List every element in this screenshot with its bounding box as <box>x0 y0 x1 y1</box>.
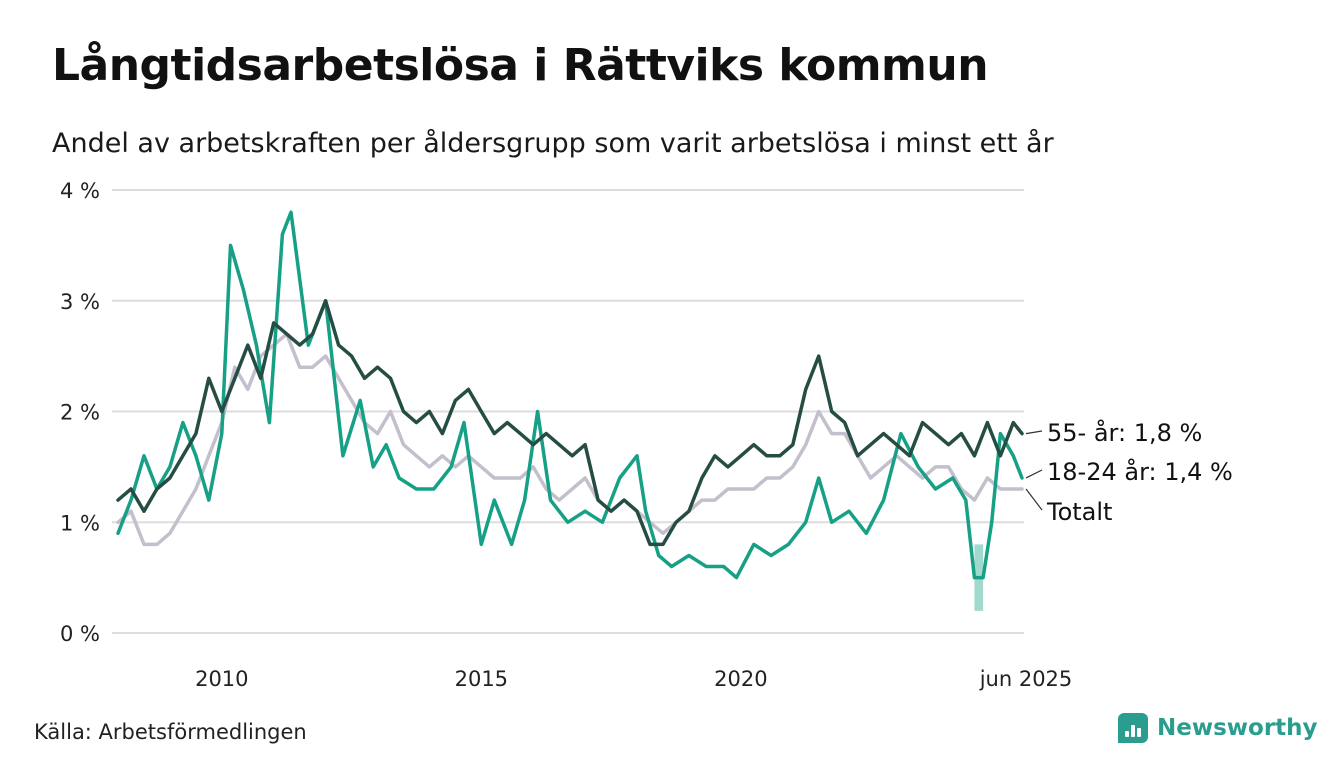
line-chart: 0 % 1 % 2 % 3 % 4 % 2010 2015 2020 jun 2025 Tot… <box>60 179 1233 691</box>
series-end-labels: Totalt 18-24 år: 1,4 % 55- år: 1,8 % <box>1025 418 1233 526</box>
y-axis-labels: 0 % 1 % 2 % 3 % 4 % <box>60 179 100 646</box>
end-label-leader <box>1025 430 1043 435</box>
series-lines <box>116 210 1024 580</box>
y-tick-label: 4 % <box>60 179 100 203</box>
series-line <box>116 332 1024 547</box>
series-end-label: 55- år: 1,8 % <box>1047 418 1202 447</box>
y-tick-label: 0 % <box>60 622 100 646</box>
chart-title: Långtidsarbetslösa i Rättviks kommun <box>52 40 989 91</box>
x-tick-label: 2015 <box>455 667 508 691</box>
newsworthy-logo-icon <box>1118 713 1148 743</box>
y-tick-label: 1 % <box>60 511 100 535</box>
chart-subtitle: Andel av arbetskraften per åldersgrupp s… <box>52 128 1054 159</box>
series-end-label: 18-24 år: 1,4 % <box>1047 457 1233 486</box>
x-tick-label: 2020 <box>714 667 767 691</box>
series-end-label: Totalt <box>1046 498 1112 526</box>
source-note: Källa: Arbetsförmedlingen <box>34 720 307 744</box>
series-line <box>116 210 1024 580</box>
y-tick-label: 3 % <box>60 290 100 314</box>
brand-name: Newsworthy <box>1157 715 1318 741</box>
y-tick-label: 2 % <box>60 401 100 425</box>
x-tick-label: 2010 <box>195 667 248 691</box>
end-label-leader <box>1025 488 1043 511</box>
end-label-leader <box>1025 469 1043 479</box>
grid-lines <box>112 189 1024 634</box>
x-axis-labels: 2010 2015 2020 jun 2025 <box>195 667 1072 691</box>
x-tick-label: jun 2025 <box>979 667 1073 691</box>
brand-logo[interactable]: Newsworthy <box>1118 713 1318 743</box>
series-line <box>116 299 1024 547</box>
